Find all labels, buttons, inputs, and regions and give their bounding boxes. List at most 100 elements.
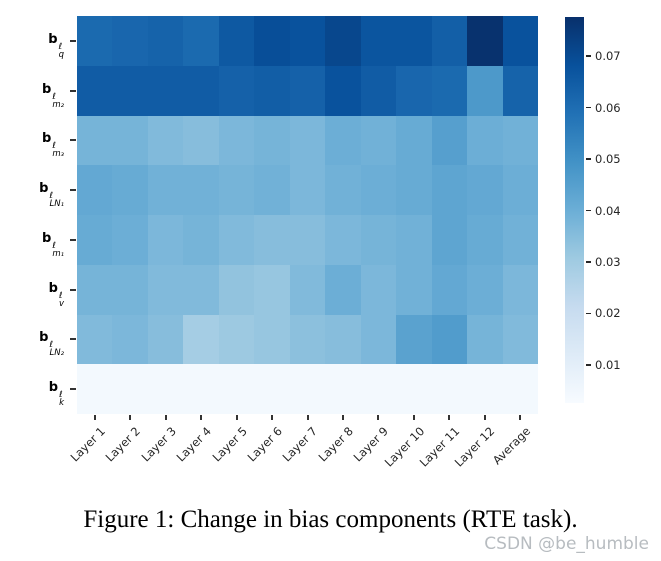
heatmap-cell xyxy=(254,314,290,365)
y-label-supsub: ℓ LN₁ xyxy=(49,191,64,210)
heatmap-cell xyxy=(502,314,538,365)
heatmap-cell xyxy=(77,215,113,265)
y-axis-label: b ℓ m₂ xyxy=(0,81,64,109)
heatmap-cell xyxy=(289,264,326,315)
heatmap-cell xyxy=(360,65,397,116)
heatmap-cell xyxy=(396,65,432,116)
y-label-base: b xyxy=(48,31,58,47)
heatmap-cell xyxy=(325,215,361,265)
heatmap-cell xyxy=(77,115,113,166)
x-axis-tick xyxy=(412,415,415,420)
heatmap-cell xyxy=(254,215,290,265)
x-axis-tick xyxy=(200,415,203,420)
heatmap-cell xyxy=(360,314,397,365)
y-label-base: b xyxy=(48,280,58,296)
heatmap-cell xyxy=(183,115,219,166)
y-axis-tick xyxy=(70,338,76,341)
colorbar-tick-label: 0.07 xyxy=(595,49,621,64)
x-axis-label: Layer 4 xyxy=(173,424,215,465)
heatmap-cell xyxy=(254,364,290,414)
colorbar: 0.07 0.06 0.05 0.04 0.03 0.02 0.01 xyxy=(565,17,621,403)
x-axis-tick xyxy=(448,415,451,420)
heatmap-cell xyxy=(77,16,113,66)
x-axis-tick xyxy=(164,415,167,420)
heatmap-cell xyxy=(147,165,184,215)
colorbar-tick xyxy=(586,261,591,263)
heatmap-cell xyxy=(77,264,113,315)
heatmap-cell xyxy=(218,314,255,365)
heatmap-cell xyxy=(431,165,468,215)
heatmap-cell xyxy=(289,65,326,116)
heatmap-cell xyxy=(147,115,184,166)
y-axis-tick xyxy=(70,139,76,142)
heatmap-cell xyxy=(254,16,290,66)
heatmap-cell xyxy=(325,165,361,215)
x-axis-label: Layer 2 xyxy=(102,424,144,465)
y-label-base: b xyxy=(42,230,52,246)
heatmap-cell xyxy=(502,165,538,215)
heatmap-cell xyxy=(218,364,255,414)
heatmap-cell xyxy=(254,165,290,215)
colorbar-tick-label: 0.02 xyxy=(595,306,621,321)
heatmap-cell xyxy=(77,314,113,365)
x-axis-tick xyxy=(306,415,309,420)
heatmap-cell xyxy=(112,65,148,116)
y-axis-tick xyxy=(70,39,76,42)
colorbar-tick xyxy=(586,55,591,57)
heatmap-cell xyxy=(360,264,397,315)
heatmap-cell xyxy=(467,16,503,66)
heatmap-cell xyxy=(183,364,219,414)
heatmap-cell xyxy=(431,215,468,265)
heatmap-cell xyxy=(467,314,503,365)
heatmap-cell xyxy=(77,65,113,116)
heatmap-cell xyxy=(183,264,219,315)
heatmap-cell xyxy=(431,16,468,66)
colorbar-tick-label: 0.04 xyxy=(595,203,621,218)
x-axis-tick xyxy=(519,415,522,420)
heatmap-cell xyxy=(218,65,255,116)
x-axis-label: Layer 8 xyxy=(315,424,356,465)
heatmap-cell xyxy=(360,364,397,414)
heatmap-cell xyxy=(325,364,361,414)
heatmap-cell xyxy=(147,16,184,66)
colorbar-tick xyxy=(586,364,591,366)
heatmap-cell xyxy=(396,364,432,414)
heatmap-cell xyxy=(77,364,113,414)
heatmap-cell xyxy=(147,364,184,414)
y-axis-tick xyxy=(70,388,76,391)
watermark: CSDN @be_humble xyxy=(484,534,649,554)
x-axis-label: Layer 6 xyxy=(244,424,285,465)
heatmap-cell xyxy=(360,215,397,265)
heatmap-cell xyxy=(467,65,503,116)
heatmap-cell xyxy=(396,215,432,265)
colorbar-tick-label: 0.05 xyxy=(595,152,621,167)
heatmap-cell xyxy=(112,215,148,265)
y-label-base: b xyxy=(48,380,59,396)
y-axis-label: b ℓ LN₁ xyxy=(0,180,64,208)
y-axis-label: b ℓ m₁ xyxy=(0,230,64,258)
heatmap-cell xyxy=(77,165,113,215)
heatmap-cell xyxy=(431,65,468,116)
heatmap-cell xyxy=(289,314,326,365)
heatmap-cell xyxy=(218,264,255,315)
heatmap-cell xyxy=(325,65,361,116)
colorbar-tick-label: 0.06 xyxy=(595,100,621,115)
y-label-supsub: ℓ m₁ xyxy=(52,240,64,259)
x-axis-label: Average xyxy=(489,424,534,468)
x-axis-tick xyxy=(129,415,132,420)
heatmap-cell xyxy=(502,115,538,166)
heatmap-cell xyxy=(218,115,255,166)
y-label-base: b xyxy=(39,181,49,197)
heatmap-cell xyxy=(325,115,361,166)
x-axis-tick xyxy=(93,415,96,420)
heatmap-cell xyxy=(254,115,290,166)
y-axis-tick xyxy=(70,288,76,291)
heatmap-cell xyxy=(218,215,255,265)
heatmap-cell xyxy=(502,16,538,66)
y-label-supsub: ℓ m₂ xyxy=(52,91,64,110)
